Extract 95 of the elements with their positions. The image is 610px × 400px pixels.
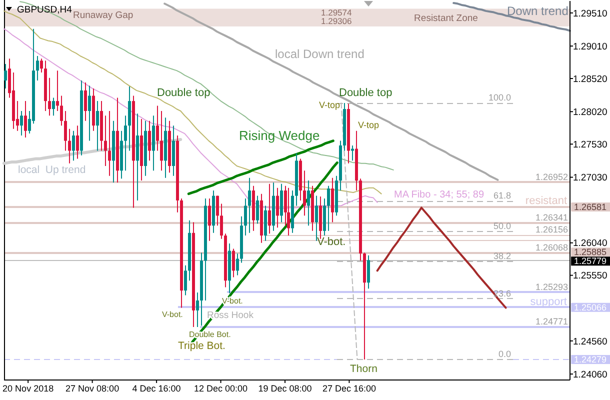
- annotation: Double top: [157, 87, 210, 99]
- candlestick: [220, 203, 223, 240]
- candlestick: [148, 120, 151, 162]
- x-tick-label: 19 Dec 08:00: [258, 384, 312, 394]
- ref-line-label: 1.25066: [574, 302, 607, 312]
- ref-line-label: 23.6: [493, 288, 511, 298]
- y-tick-label: 1.29010: [573, 41, 608, 52]
- annotation: Runaway Gap: [73, 10, 134, 21]
- y-tick-label: 1.27030: [573, 172, 608, 184]
- candlestick: [56, 70, 59, 112]
- ref-line-label: 1.25779: [574, 256, 607, 266]
- candlestick: [268, 183, 271, 234]
- candlestick: [68, 128, 71, 164]
- candlestick: [104, 115, 107, 166]
- ref-line-label: 50.0: [493, 220, 511, 231]
- line-series: [452, 2, 571, 32]
- ref-line-label: 61.8: [493, 190, 511, 201]
- chart-title: GBPUSD,H4: [17, 4, 72, 16]
- candlestick: [156, 105, 159, 152]
- candlestick: [64, 110, 67, 152]
- y-tick-label: 1.28020: [573, 107, 608, 118]
- candlestick: [367, 254, 370, 290]
- y-tick-label: 1.24560: [573, 336, 608, 348]
- ref-line-label: 1.26341: [535, 212, 568, 222]
- y-tick-label: 1.28520: [573, 74, 608, 85]
- annotation: Down trend: [507, 4, 568, 18]
- candlestick: [184, 264, 187, 296]
- annotation: V-bot.: [162, 310, 183, 319]
- ref-line-label: 1.24279: [574, 354, 607, 365]
- annotation: local Down trend: [275, 47, 364, 61]
- x-tick-label: 27 Nov 08:00: [66, 384, 120, 394]
- annotation: resistant: [525, 195, 567, 207]
- annotation: MA Fibo - 34; 55; 89: [394, 190, 484, 200]
- y-tick-label: 1.29510: [573, 8, 608, 20]
- candlestick: [216, 195, 219, 226]
- candlestick: [331, 177, 334, 223]
- candlestick: [315, 195, 318, 242]
- annotation: 1.29574: [321, 8, 352, 18]
- ref-line-label: 38.2: [493, 251, 511, 262]
- annotation: V-top: [319, 100, 340, 110]
- candlestick: [4, 63, 7, 89]
- annotation: Rising Wedge: [239, 128, 320, 143]
- candlestick: [303, 170, 306, 216]
- x-tick-label: 4 Dec 16:00: [132, 384, 181, 394]
- y-tick-label: 1.26040: [573, 238, 608, 250]
- y-tick-label: 1.27530: [573, 140, 608, 151]
- candlestick: [208, 198, 211, 242]
- candlestick: [60, 95, 63, 126]
- y-tick-label: 1.25550: [573, 270, 608, 282]
- y-tick-label: 1.24060: [573, 369, 608, 380]
- candlestick: [276, 187, 279, 228]
- candlestick: [160, 110, 163, 172]
- ref-line-label: 1.25293: [535, 282, 568, 292]
- band-label: Resistant Zone: [414, 12, 478, 24]
- candlestick: [36, 55, 39, 82]
- candlestick: [72, 130, 75, 162]
- candlestick: [40, 58, 43, 74]
- annotation: Thorn: [350, 363, 378, 376]
- candlestick: [76, 125, 79, 160]
- candlestick: [232, 248, 235, 278]
- annotation: Double top: [339, 87, 392, 100]
- ref-line-label: 100.0: [488, 92, 511, 103]
- candlestick: [88, 85, 91, 142]
- candlestick: [244, 198, 247, 236]
- annotation: local Up trend: [18, 164, 86, 176]
- candlestick: [236, 252, 239, 276]
- annotation: 1.29306: [321, 16, 352, 26]
- candlestick: [287, 187, 290, 236]
- ref-line-label: 1.26156: [535, 224, 568, 235]
- candlestick: [196, 292, 199, 328]
- annotation: V-top: [358, 120, 380, 130]
- candlestick: [307, 180, 310, 226]
- candlestick: [248, 177, 251, 234]
- ref-line-label: 0.0: [498, 349, 511, 360]
- ref-line-label: 1.26068: [535, 242, 568, 252]
- candlestick: [84, 82, 87, 122]
- annotation: Triple Bot.: [178, 340, 226, 352]
- candlestick: [20, 110, 23, 136]
- x-tick-label: 12 Dec 00:00: [194, 384, 248, 394]
- annotation: support: [530, 296, 567, 308]
- candlestick: [96, 100, 99, 152]
- candlestick: [48, 77, 51, 116]
- candlestick: [256, 195, 259, 224]
- candlestick: [24, 100, 27, 138]
- x-tick-label: 27 Dec 16:00: [322, 384, 376, 394]
- ref-line-label: 1.25885: [574, 247, 607, 258]
- ref-line-label: 1.26952: [535, 172, 568, 182]
- annotation: V-bot.: [317, 236, 346, 248]
- x-tick-label: 20 Nov 2018: [2, 384, 54, 394]
- candlestick: [327, 185, 330, 232]
- candlestick: [124, 115, 127, 172]
- ref-line-label: 1.26581: [574, 202, 607, 212]
- candlestick: [52, 97, 55, 116]
- candlestick: [108, 110, 111, 176]
- ref-line-label: 1.24771: [535, 316, 568, 326]
